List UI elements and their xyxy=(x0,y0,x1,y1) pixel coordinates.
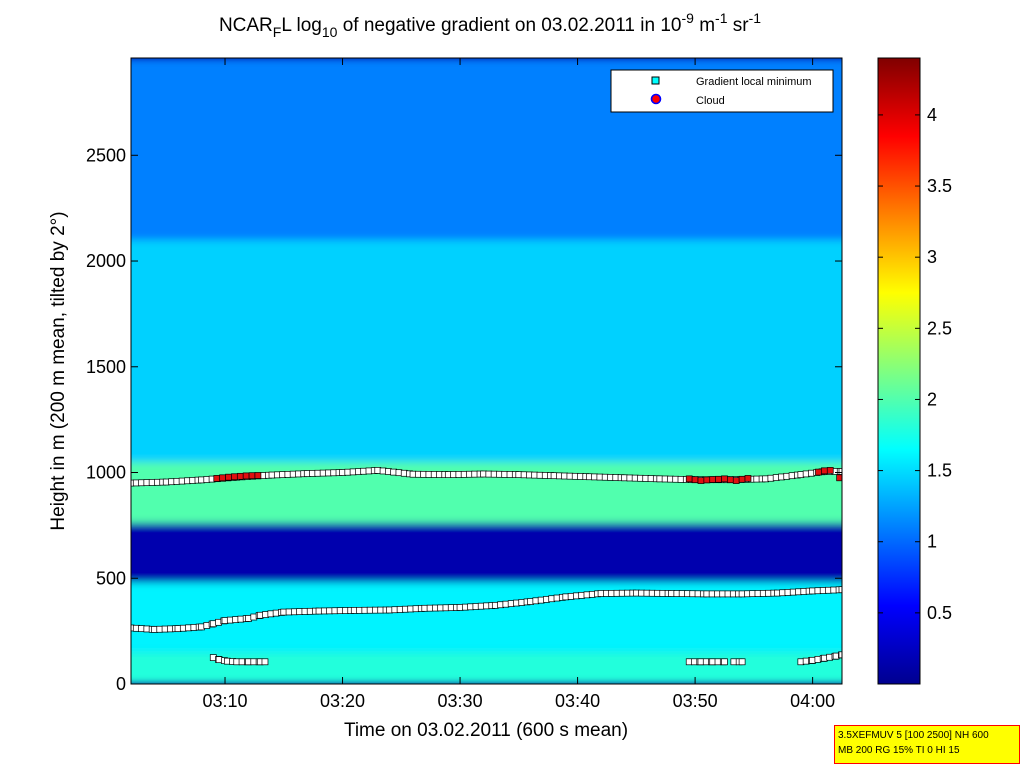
y-tick-label: 0 xyxy=(116,674,126,694)
gradient-min-marker xyxy=(738,658,746,666)
colorbar-tick-label: 0.5 xyxy=(927,603,952,623)
x-tick-label: 03:50 xyxy=(673,691,718,711)
gradient-min-marker xyxy=(721,658,728,666)
x-tick-label: 03:20 xyxy=(320,691,365,711)
gradient-min-markers xyxy=(209,654,269,666)
colorbar-tick-label: 1 xyxy=(927,532,937,552)
cloud-marker xyxy=(738,475,746,483)
cloud-marker xyxy=(213,475,221,482)
legend: Gradient local minimum Cloud xyxy=(610,69,834,113)
gradient-min-markers xyxy=(730,658,746,666)
cloud-marker xyxy=(236,472,244,480)
cloud-markers xyxy=(213,467,842,484)
y-tick-label: 1500 xyxy=(86,357,126,377)
legend-label-cloud: Cloud xyxy=(696,95,725,107)
title-subscript: F xyxy=(273,24,282,40)
chart-title: NCARFL log10 of negative gradient on 03.… xyxy=(219,10,761,40)
colorbar-scale xyxy=(877,57,921,685)
y-tick-label: 2500 xyxy=(86,145,126,165)
cloud-marker xyxy=(703,476,711,484)
colorbar-tick-label: 3 xyxy=(927,247,937,267)
gradient-min-marker xyxy=(838,586,842,594)
cloud-marker xyxy=(709,476,717,483)
cloud-marker xyxy=(732,477,740,484)
y-tick-label: 500 xyxy=(96,568,126,588)
marker-layer xyxy=(131,467,842,666)
cloud-marker xyxy=(826,467,834,474)
cloud-marker xyxy=(219,474,227,482)
cloud-marker xyxy=(225,473,232,481)
heatmap-field xyxy=(131,58,842,684)
title-superscript: -9 xyxy=(681,10,694,26)
title-part: of negative gradient on 03.02.2011 in 10 xyxy=(337,15,681,36)
gradient-min-marker xyxy=(261,658,269,666)
legend-marker-gradient-min xyxy=(651,76,660,85)
colorbar-tick-label: 1.5 xyxy=(927,461,952,481)
cloud-marker xyxy=(248,472,256,480)
cloud-marker xyxy=(242,472,250,480)
x-axis: 03:10 03:20 03:30 03:40 03:50 04:00 xyxy=(202,58,835,711)
title-part: sr xyxy=(727,15,749,36)
clear-gap xyxy=(131,523,842,583)
ground-layer xyxy=(131,652,842,684)
cloud-marker xyxy=(744,475,752,482)
x-tick-label: 03:30 xyxy=(438,691,483,711)
plot-frame xyxy=(130,57,843,685)
info-line-1: 3.5XEFMUV 5 [100 2500] NH 600 xyxy=(838,730,989,741)
gradient-min-markers xyxy=(685,658,728,666)
cloud-marker xyxy=(836,474,842,482)
title-part: m xyxy=(694,15,715,36)
gradient-min-marker xyxy=(838,468,842,475)
colorbar-tick-label: 2 xyxy=(927,389,937,409)
cloud-marker xyxy=(697,477,705,484)
cloud-marker xyxy=(254,472,262,479)
legend-box xyxy=(610,69,834,113)
title-superscript: -1 xyxy=(749,10,762,26)
y-tick-label: 2000 xyxy=(86,251,126,271)
colorbar: 0.5 1 1.5 2 2.5 3 3.5 4 xyxy=(877,57,952,685)
x-tick-label: 03:40 xyxy=(555,691,600,711)
cloud-marker xyxy=(231,473,238,481)
y-axis-label: Height in m (200 m mean, tilted by 2°) xyxy=(48,211,69,530)
cloud-marker xyxy=(721,475,728,483)
title-part: L log xyxy=(281,15,322,36)
colorbar-tick-label: 2.5 xyxy=(927,318,952,338)
x-tick-label: 03:10 xyxy=(202,691,247,711)
title-part: NCAR xyxy=(219,15,273,36)
heat-layers xyxy=(131,58,842,684)
gradient-min-markers xyxy=(797,651,842,666)
cloud-marker xyxy=(691,476,699,484)
y-tick-label: 1000 xyxy=(86,463,126,483)
info-box: 3.5XEFMUV 5 [100 2500] NH 600 MB 200 RG … xyxy=(834,725,1020,764)
x-tick-label: 04:00 xyxy=(790,691,835,711)
info-line-2: MB 200 RG 15% TI 0 HI 15 xyxy=(838,745,960,756)
title-superscript: -1 xyxy=(715,10,728,26)
colorbar-tick-label: 4 xyxy=(927,105,937,125)
title-subscript: 10 xyxy=(322,24,338,40)
colorbar-ticks: 0.5 1 1.5 2 2.5 3 3.5 4 xyxy=(878,105,952,623)
gradient-min-markers xyxy=(131,467,842,487)
cloud-marker xyxy=(685,475,693,483)
legend-label-gradient-min: Gradient local minimum xyxy=(696,76,812,88)
x-axis-label: Time on 03.02.2011 (600 s mean) xyxy=(344,720,628,741)
cloud-marker xyxy=(821,467,828,475)
gradient-min-marker xyxy=(838,651,842,659)
plot-area: 03:10 03:20 03:30 03:40 03:50 04:00 0 500 1000 1… xyxy=(86,57,843,711)
cloud-marker xyxy=(727,476,734,484)
colorbar-tick-label: 3.5 xyxy=(927,176,952,196)
legend-marker-cloud xyxy=(650,93,662,105)
gradient-min-markers xyxy=(131,586,842,633)
y-axis: 0 500 1000 1500 2000 2500 xyxy=(86,145,842,694)
cloud-marker xyxy=(815,468,822,476)
cloud-marker xyxy=(715,475,722,483)
mid-layer xyxy=(131,239,842,462)
